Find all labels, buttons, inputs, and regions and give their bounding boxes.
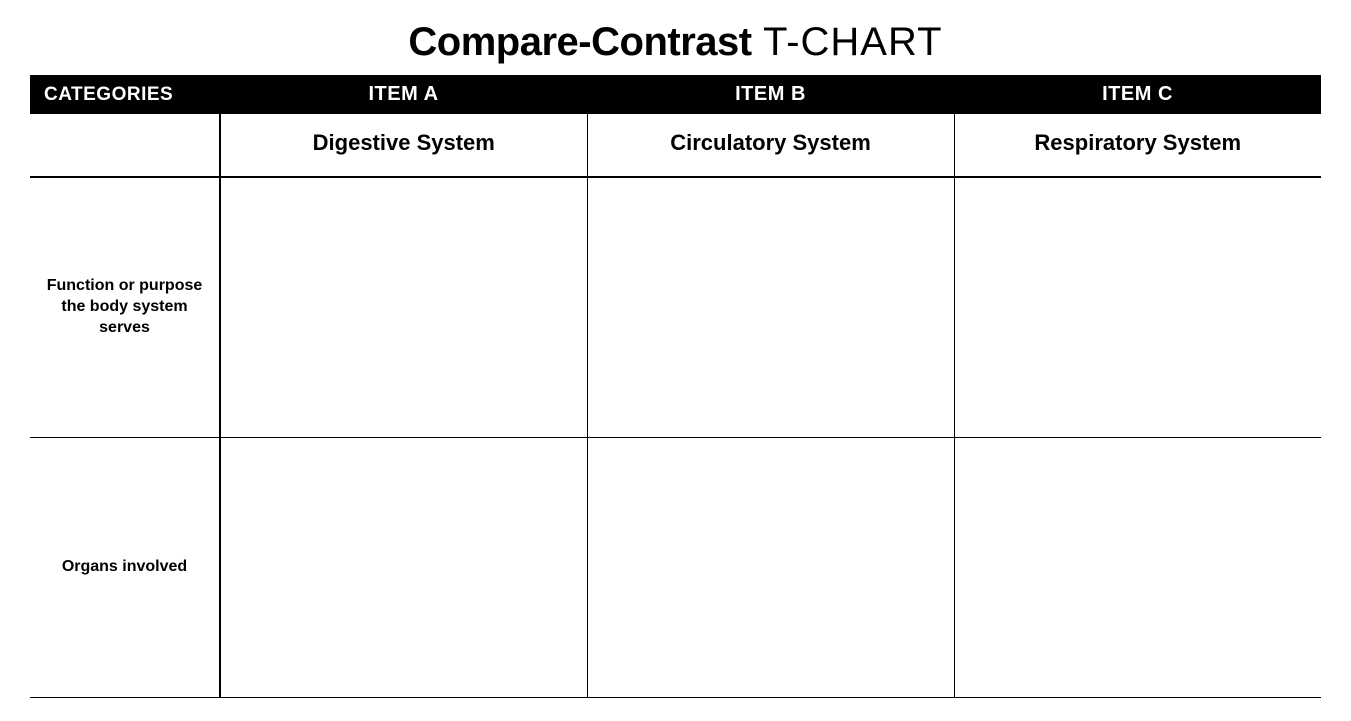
col-header-item-c: ITEM C	[954, 75, 1321, 114]
subheader-item-a: Digestive System	[220, 114, 587, 177]
cell-r1-c	[954, 437, 1321, 697]
tchart-table: CATEGORIES ITEM A ITEM B ITEM C Digestiv…	[30, 75, 1321, 698]
col-header-item-a: ITEM A	[220, 75, 587, 114]
subheader-categories	[30, 114, 220, 177]
subheader-item-b: Circulatory System	[587, 114, 954, 177]
col-header-categories: CATEGORIES	[30, 75, 220, 114]
cell-r0-c	[954, 177, 1321, 437]
table-header-row: CATEGORIES ITEM A ITEM B ITEM C	[30, 75, 1321, 114]
table-subheader-row: Digestive System Circulatory System Resp…	[30, 114, 1321, 177]
chart-title: Compare-Contrast T-CHART	[30, 20, 1321, 65]
title-light-part: T-CHART	[752, 20, 943, 64]
row-category-label: Organs involved	[30, 437, 220, 697]
subheader-item-c: Respiratory System	[954, 114, 1321, 177]
cell-r1-a	[220, 437, 587, 697]
title-bold-part: Compare-Contrast	[408, 20, 751, 64]
table-row: Organs involved	[30, 437, 1321, 697]
table-row: Function or purpose the body system serv…	[30, 177, 1321, 437]
col-header-item-b: ITEM B	[587, 75, 954, 114]
cell-r1-b	[587, 437, 954, 697]
cell-r0-a	[220, 177, 587, 437]
row-category-label: Function or purpose the body system serv…	[30, 177, 220, 437]
cell-r0-b	[587, 177, 954, 437]
